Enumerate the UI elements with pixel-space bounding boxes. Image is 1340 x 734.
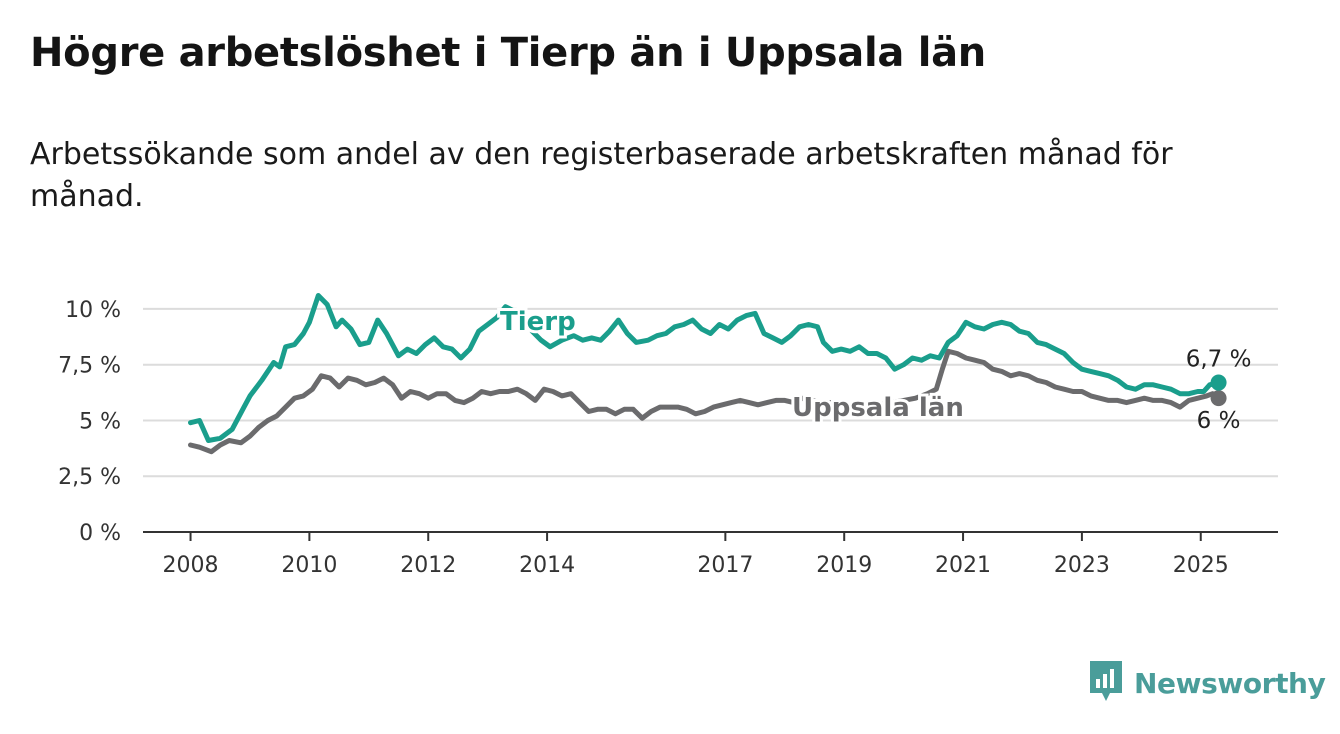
x-tick-label: 2010 bbox=[281, 553, 337, 578]
chart-subtitle: Arbetssökande som andel av den registerb… bbox=[30, 137, 1173, 214]
end-point-tierp bbox=[1210, 374, 1227, 391]
end-point-uppsala-lan bbox=[1210, 390, 1227, 407]
series-label-tierp: Tierp bbox=[500, 307, 576, 337]
y-tick-label: 7,5 % bbox=[58, 354, 121, 379]
series-labels: Tierp Uppsala län 6,7 % 6 % bbox=[497, 304, 1252, 434]
chart-title: Högre arbetslöshet i Tierp än i Uppsala … bbox=[30, 30, 986, 76]
series-line-uppsala-lan bbox=[188, 348, 1222, 455]
x-tick-label: 2012 bbox=[400, 553, 456, 578]
end-label-uppsala-lan: 6 % bbox=[1197, 408, 1241, 434]
newsworthy-brand[interactable]: Newsworthy bbox=[1088, 659, 1326, 707]
x-tick-label: 2021 bbox=[935, 553, 991, 578]
x-tick-label: 2023 bbox=[1054, 553, 1110, 578]
x-tick-label: 2019 bbox=[816, 553, 872, 578]
newsworthy-wordmark: Newsworthy bbox=[1134, 666, 1326, 700]
y-tick-label: 5 % bbox=[79, 409, 121, 434]
y-tick-label: 2,5 % bbox=[58, 465, 121, 490]
y-tick-label: 10 % bbox=[65, 298, 121, 323]
line-chart: 0 % 2,5 % 5 % 7,5 % 10 % 2008 2010 2012 2014 201… bbox=[58, 293, 1278, 578]
x-tick-label: 2008 bbox=[163, 553, 219, 578]
gridlines bbox=[143, 307, 1278, 478]
x-tick-label: 2025 bbox=[1173, 553, 1229, 578]
newsworthy-logo-icon bbox=[1088, 659, 1124, 707]
series-line-tierp bbox=[188, 293, 1222, 443]
x-tick-label: 2017 bbox=[697, 553, 753, 578]
y-axis-ticks: 0 % 2,5 % 5 % 7,5 % 10 % bbox=[58, 298, 121, 546]
series-label-uppsala-lan: Uppsala län bbox=[792, 393, 964, 423]
x-tick-label: 2014 bbox=[519, 553, 575, 578]
x-axis: 2008 2010 2012 2014 2017 2019 2021 2023 2025 bbox=[143, 531, 1278, 578]
series-lines bbox=[188, 293, 1227, 455]
y-tick-label: 0 % bbox=[79, 521, 121, 546]
end-label-tierp: 6,7 % bbox=[1186, 347, 1252, 373]
